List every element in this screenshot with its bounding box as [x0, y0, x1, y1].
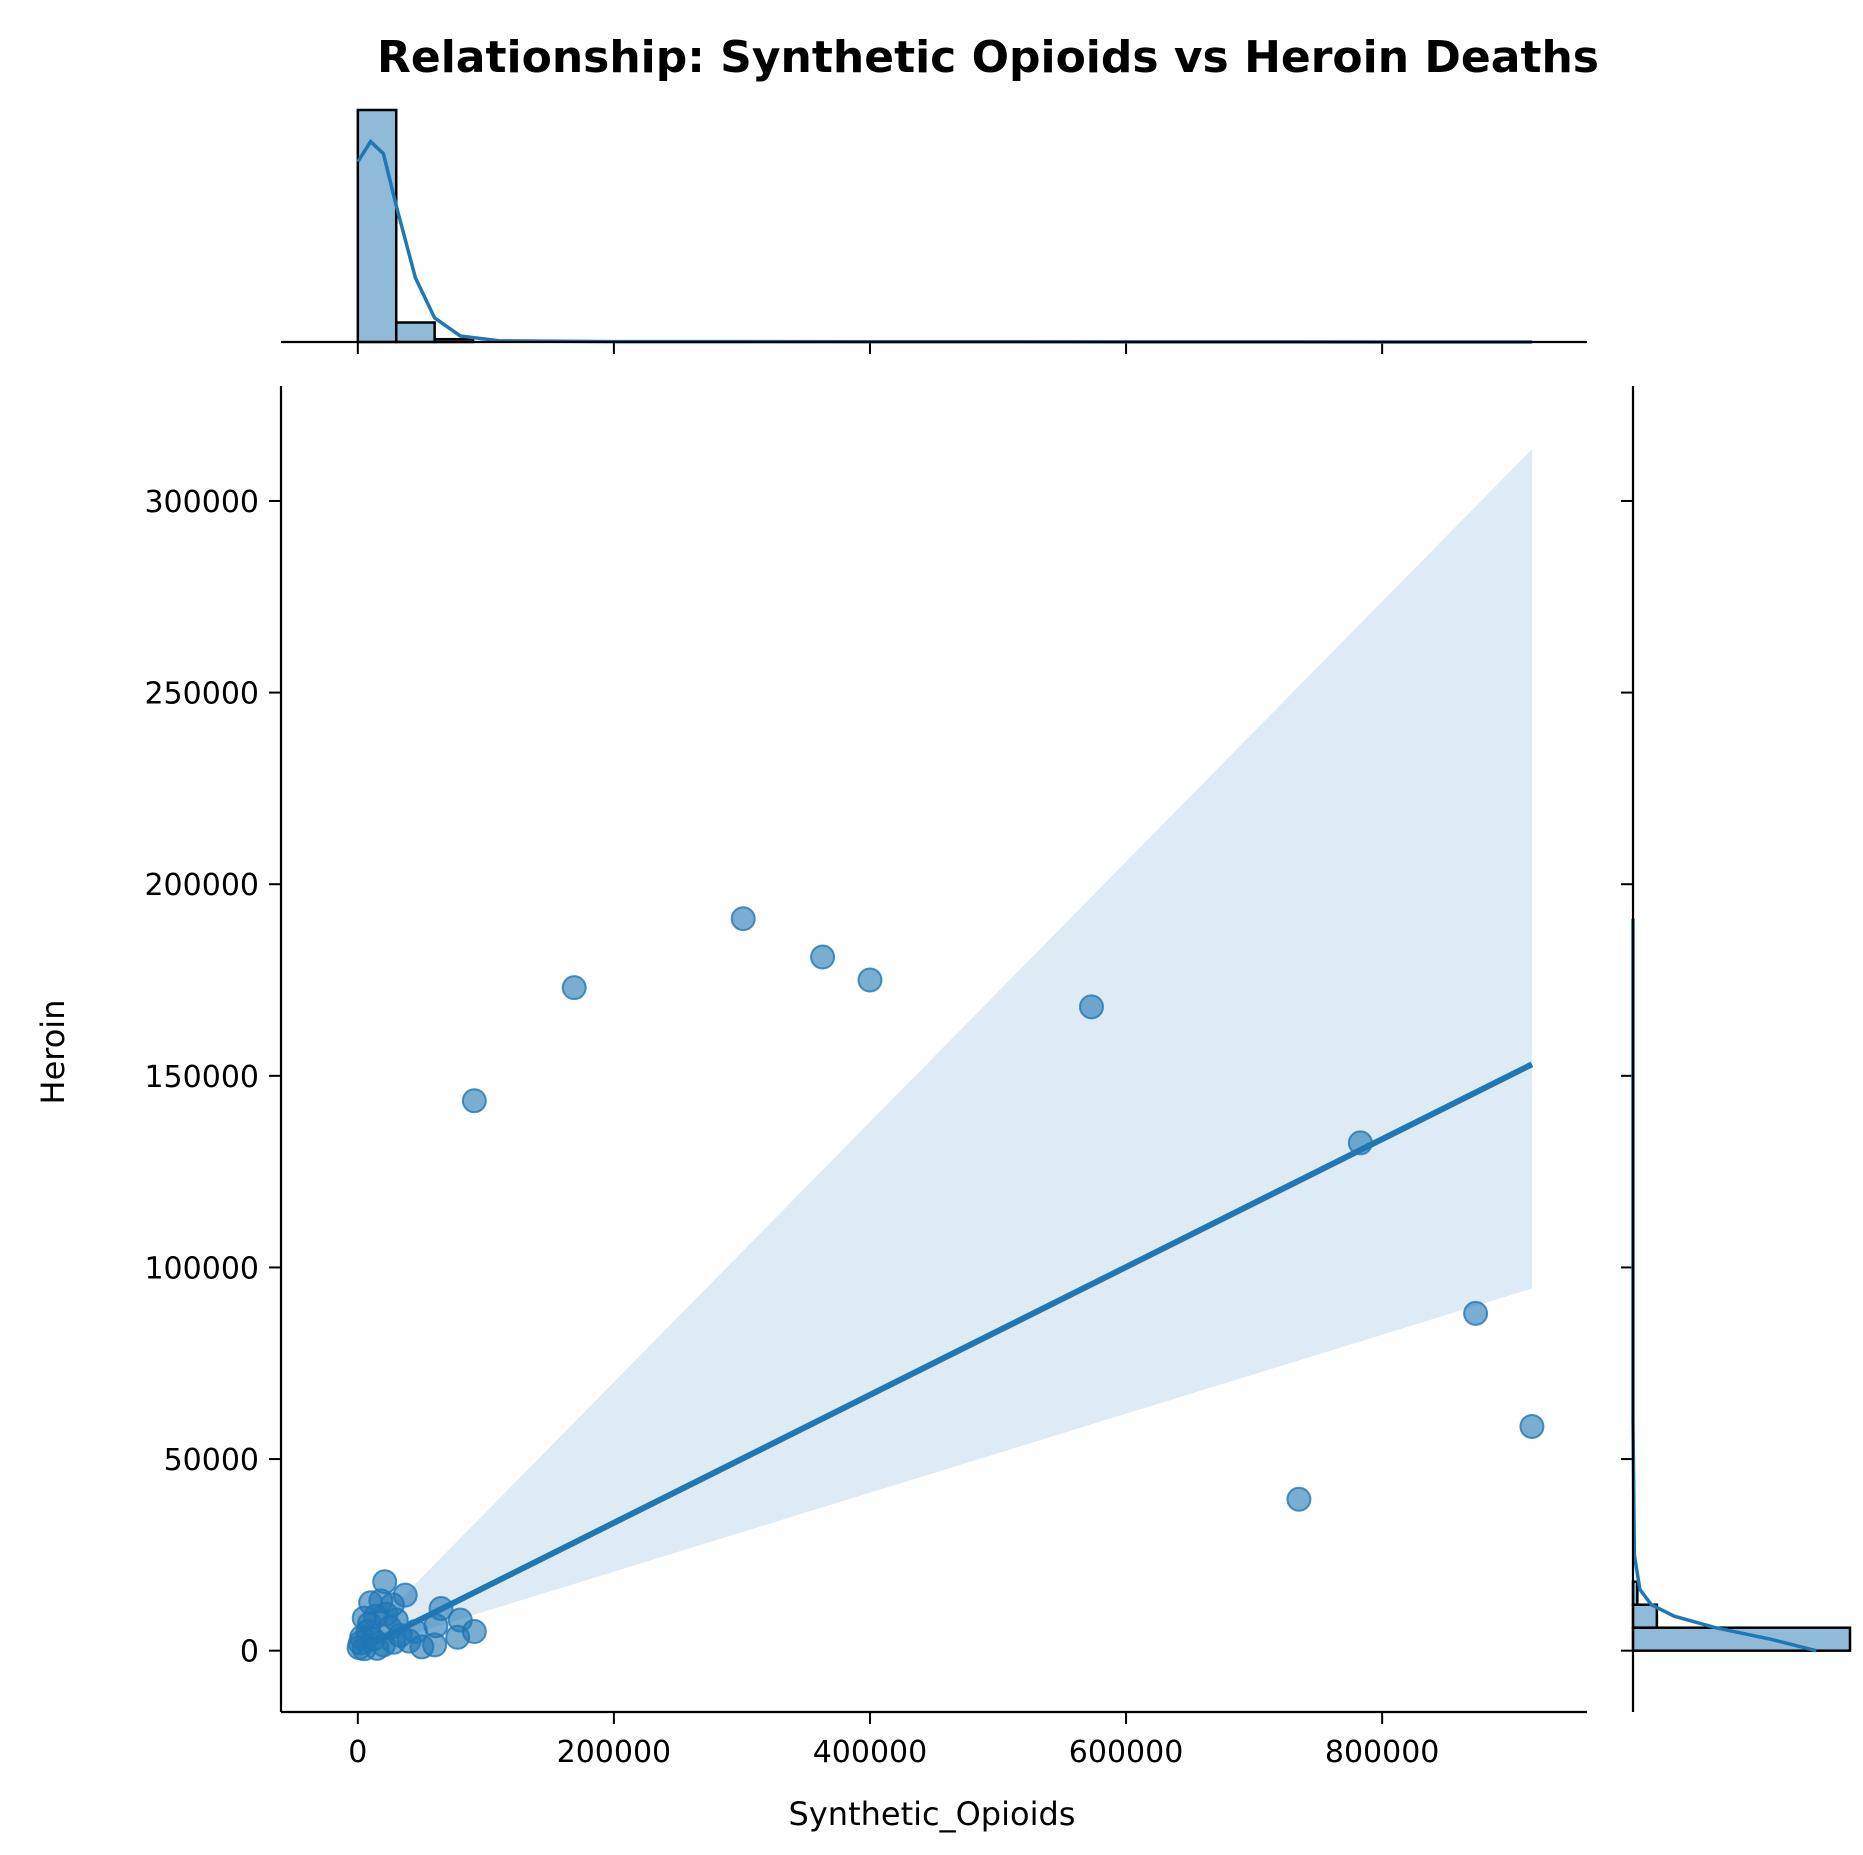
x-axis-label: Synthetic_Opioids — [789, 1795, 1076, 1833]
confidence-band — [357, 449, 1532, 1651]
x-tick-label: 400000 — [813, 1735, 928, 1770]
scatter-point — [461, 1088, 487, 1114]
scatter-point — [1463, 1300, 1489, 1326]
right-marginal-histogram — [1621, 386, 1852, 1712]
x-tick-label: 0 — [348, 1735, 367, 1770]
scatter-point — [1078, 994, 1104, 1020]
scatter-point — [409, 1634, 435, 1660]
y-axis-label: Heroin — [34, 1000, 72, 1105]
chart-title: Relationship: Synthetic Opioids vs Heroi… — [377, 32, 1599, 83]
y-tick-label: 150000 — [144, 1060, 259, 1095]
right-kde-curve — [1631, 918, 1817, 1653]
top-histogram-bar — [394, 321, 436, 344]
scatter-point — [730, 906, 756, 932]
scatter-point — [445, 1624, 471, 1650]
y-tick-label: 100000 — [144, 1251, 259, 1286]
scatter-point — [561, 975, 587, 1001]
scatter-point — [1519, 1413, 1545, 1439]
main-scatter-plot: 0 200000 400000 600000 800000 0 50000 100000 150… — [144, 386, 1587, 1770]
y-tick-label: 200000 — [144, 868, 259, 903]
right-histogram-bar — [1631, 1603, 1659, 1629]
x-tick-label: 200000 — [557, 1735, 672, 1770]
regression-line — [356, 1061, 1534, 1654]
y-tick-label: 250000 — [144, 677, 259, 712]
y-tick-label: 300000 — [144, 485, 259, 520]
top-marginal-histogram — [281, 108, 1587, 354]
y-tick-label: 0 — [240, 1635, 259, 1670]
top-kde-curve — [356, 138, 1532, 344]
top-histogram-bar — [356, 108, 398, 344]
x-tick-label: 600000 — [1069, 1735, 1184, 1770]
scatter-point — [1286, 1486, 1312, 1512]
right-histogram-bar — [1631, 1626, 1852, 1652]
scatter-point — [857, 967, 883, 993]
scatter-point — [810, 944, 836, 970]
y-tick-label: 50000 — [164, 1443, 259, 1478]
x-tick-label: 800000 — [1325, 1735, 1440, 1770]
